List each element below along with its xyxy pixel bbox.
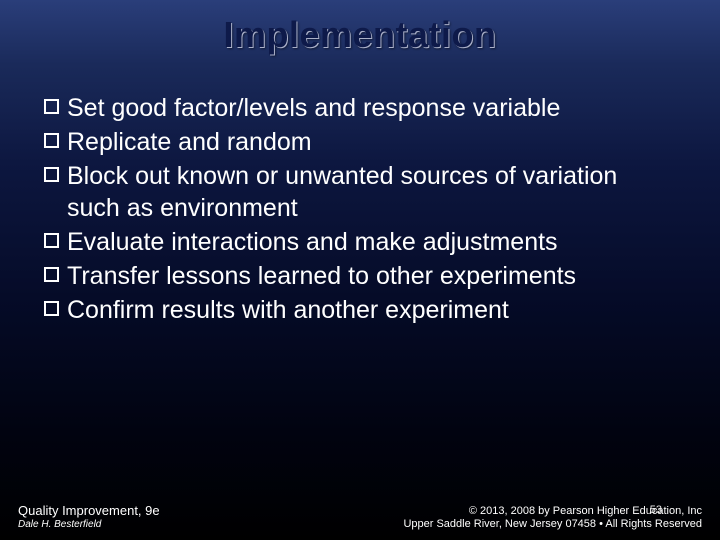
list-item: Replicate and random	[44, 126, 676, 158]
slide-title: Implementation	[0, 0, 720, 56]
square-bullet-icon	[44, 301, 59, 316]
bullet-list: Set good factor/levels and response vari…	[44, 92, 676, 328]
square-bullet-icon	[44, 167, 59, 182]
bullet-text: Transfer lessons learned to other experi…	[67, 260, 676, 292]
bullet-text: Confirm results with another experiment	[67, 294, 676, 326]
bullet-text: Set good factor/levels and response vari…	[67, 92, 676, 124]
address-line: Upper Saddle River, New Jersey 07458 • A…	[403, 518, 702, 530]
author-name: Dale H. Besterfield	[18, 519, 160, 530]
list-item: Set good factor/levels and response vari…	[44, 92, 676, 124]
footer: Quality Improvement, 9e Dale H. Besterfi…	[18, 503, 702, 530]
list-item: Transfer lessons learned to other experi…	[44, 260, 676, 292]
slide: Implementation Set good factor/levels an…	[0, 0, 720, 540]
copyright-line: © 2013, 2008 by Pearson Higher Education…	[403, 505, 702, 517]
list-item: Evaluate interactions and make adjustmen…	[44, 226, 676, 258]
square-bullet-icon	[44, 133, 59, 148]
bullet-text: Replicate and random	[67, 126, 676, 158]
footer-right: © 2013, 2008 by Pearson Higher Education…	[403, 505, 702, 530]
square-bullet-icon	[44, 99, 59, 114]
square-bullet-icon	[44, 267, 59, 282]
bullet-text: Evaluate interactions and make adjustmen…	[67, 226, 676, 258]
footer-left: Quality Improvement, 9e Dale H. Besterfi…	[18, 503, 160, 530]
list-item: Confirm results with another experiment	[44, 294, 676, 326]
bullet-text: Block out known or unwanted sources of v…	[67, 160, 676, 224]
book-title: Quality Improvement, 9e	[18, 503, 160, 518]
square-bullet-icon	[44, 233, 59, 248]
list-item: Block out known or unwanted sources of v…	[44, 160, 676, 224]
